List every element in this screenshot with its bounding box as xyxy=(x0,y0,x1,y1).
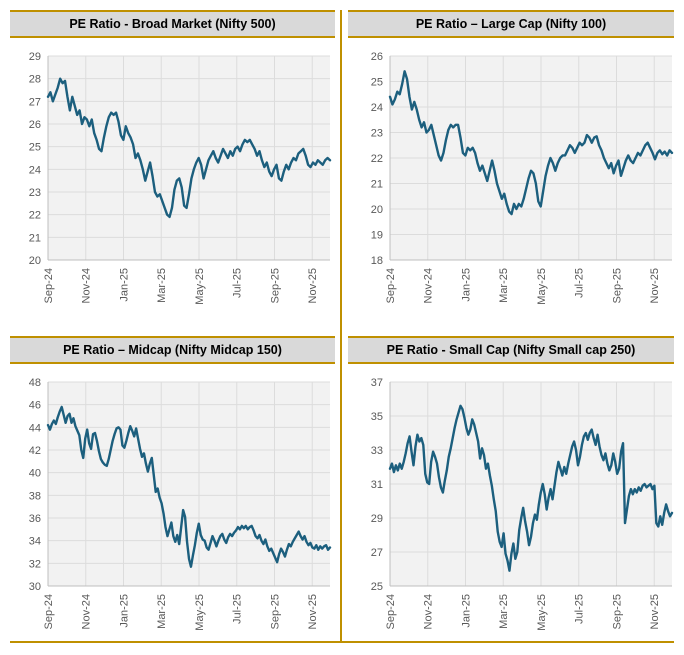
y-tick-label: 32 xyxy=(29,558,41,570)
y-tick-label: 40 xyxy=(29,468,41,480)
y-tick-label: 25 xyxy=(371,77,383,89)
x-tick-label: Nov-25 xyxy=(307,268,319,303)
y-tick-label: 27 xyxy=(371,547,383,559)
y-tick-label: 31 xyxy=(371,479,383,491)
chart-title-bar: PE Ratio – Large Cap (Nifty 100) xyxy=(348,10,674,38)
y-tick-label: 22 xyxy=(371,153,383,165)
x-tick-label: Sep-24 xyxy=(43,594,55,629)
y-tick-label: 34 xyxy=(29,536,41,548)
y-tick-label: 24 xyxy=(371,102,383,114)
panel-midcap: PE Ratio – Midcap (Nifty Midcap 150) 48 4… xyxy=(0,333,342,655)
y-tick-label: 23 xyxy=(29,187,41,199)
x-tick-label: Sep-25 xyxy=(269,268,281,303)
x-tick-label: Mar-25 xyxy=(498,594,510,629)
y-tick-label: 21 xyxy=(29,232,41,244)
y-tick-label: 23 xyxy=(371,128,383,140)
x-tick-label: Jan-25 xyxy=(460,268,472,302)
x-tick-label: Jan-25 xyxy=(460,594,472,628)
y-tick-label: 36 xyxy=(29,513,41,525)
chart-title: PE Ratio - Small Cap (Nifty Small cap 25… xyxy=(386,343,636,357)
x-tick-label: Nov-25 xyxy=(649,594,661,629)
y-tick-label: 29 xyxy=(371,513,383,525)
y-tick-label: 27 xyxy=(29,96,41,108)
x-tick-label: Mar-25 xyxy=(156,594,168,629)
x-tick-label: Nov-24 xyxy=(81,594,93,629)
pe-ratio-series xyxy=(388,404,674,572)
y-tick-label: 48 xyxy=(29,377,41,389)
x-tick-label: May-25 xyxy=(194,594,206,631)
y-tick-label: 46 xyxy=(29,400,41,412)
x-tick-label: Jul-25 xyxy=(232,594,244,624)
gold-bottom-border xyxy=(10,641,674,643)
chart-title-bar: PE Ratio - Broad Market (Nifty 500) xyxy=(10,10,335,38)
plot-area xyxy=(48,56,330,260)
x-tick-label: Sep-25 xyxy=(269,594,281,629)
y-tick-label: 29 xyxy=(29,51,41,63)
y-tick-label: 38 xyxy=(29,490,41,502)
y-tick-label: 21 xyxy=(371,179,383,191)
x-tick-label: Jul-25 xyxy=(574,268,586,298)
y-tick-label: 26 xyxy=(29,119,41,131)
y-tick-label: 22 xyxy=(29,210,41,222)
y-tick-label: 20 xyxy=(29,255,41,267)
y-tick-label: 33 xyxy=(371,445,383,457)
y-tick-label: 44 xyxy=(29,422,41,434)
x-tick-label: Sep-25 xyxy=(611,594,623,629)
y-tick-label: 20 xyxy=(371,204,383,216)
y-tick-label: 42 xyxy=(29,445,41,457)
pe-ratio-series xyxy=(46,77,332,219)
x-tick-label: May-25 xyxy=(536,268,548,305)
y-tick-label: 28 xyxy=(29,74,41,86)
x-tick-label: Mar-25 xyxy=(498,268,510,303)
x-tick-label: Jul-25 xyxy=(574,594,586,624)
x-tick-label: Nov-24 xyxy=(81,268,93,303)
y-tick-label: 30 xyxy=(29,581,41,593)
x-tick-label: Sep-24 xyxy=(385,268,397,303)
x-tick-label: Nov-25 xyxy=(307,594,319,629)
x-tick-label: Jan-25 xyxy=(118,268,130,302)
x-tick-label: Nov-24 xyxy=(423,594,435,629)
x-tick-label: Jan-25 xyxy=(118,594,130,628)
y-tick-label: 37 xyxy=(371,377,383,389)
y-tick-label: 25 xyxy=(371,581,383,593)
panel-small-cap: PE Ratio - Small Cap (Nifty Small cap 25… xyxy=(342,333,684,655)
chart-title-bar: PE Ratio - Small Cap (Nifty Small cap 25… xyxy=(348,336,674,364)
x-tick-label: Nov-25 xyxy=(649,268,661,303)
y-tick-label: 19 xyxy=(371,230,383,242)
x-tick-label: Nov-24 xyxy=(423,268,435,303)
x-tick-label: May-25 xyxy=(536,594,548,631)
panel-large-cap: PE Ratio – Large Cap (Nifty 100) 26 25 24 2… xyxy=(342,0,684,333)
pe-ratio-series xyxy=(388,70,674,216)
x-tick-label: May-25 xyxy=(194,268,206,305)
panel-broad-market: PE Ratio - Broad Market (Nifty 500) 29 28… xyxy=(0,0,342,333)
y-tick-label: 26 xyxy=(371,51,383,63)
x-tick-label: Sep-24 xyxy=(385,594,397,629)
chart-title: PE Ratio - Broad Market (Nifty 500) xyxy=(69,17,276,31)
x-tick-label: Jul-25 xyxy=(232,268,244,298)
x-tick-label: Mar-25 xyxy=(156,268,168,303)
y-tick-label: 35 xyxy=(371,411,383,423)
chart-title: PE Ratio – Large Cap (Nifty 100) xyxy=(415,17,607,31)
chart-title-bar: PE Ratio – Midcap (Nifty Midcap 150) xyxy=(10,336,335,364)
gold-vertical-divider xyxy=(340,10,342,642)
x-tick-label: Sep-25 xyxy=(611,268,623,303)
chart-title: PE Ratio – Midcap (Nifty Midcap 150) xyxy=(63,343,282,357)
x-tick-label: Sep-24 xyxy=(43,268,55,303)
pe-ratio-series xyxy=(46,405,332,568)
y-tick-label: 25 xyxy=(29,142,41,154)
y-tick-label: 18 xyxy=(371,255,383,267)
y-tick-label: 24 xyxy=(29,164,41,176)
